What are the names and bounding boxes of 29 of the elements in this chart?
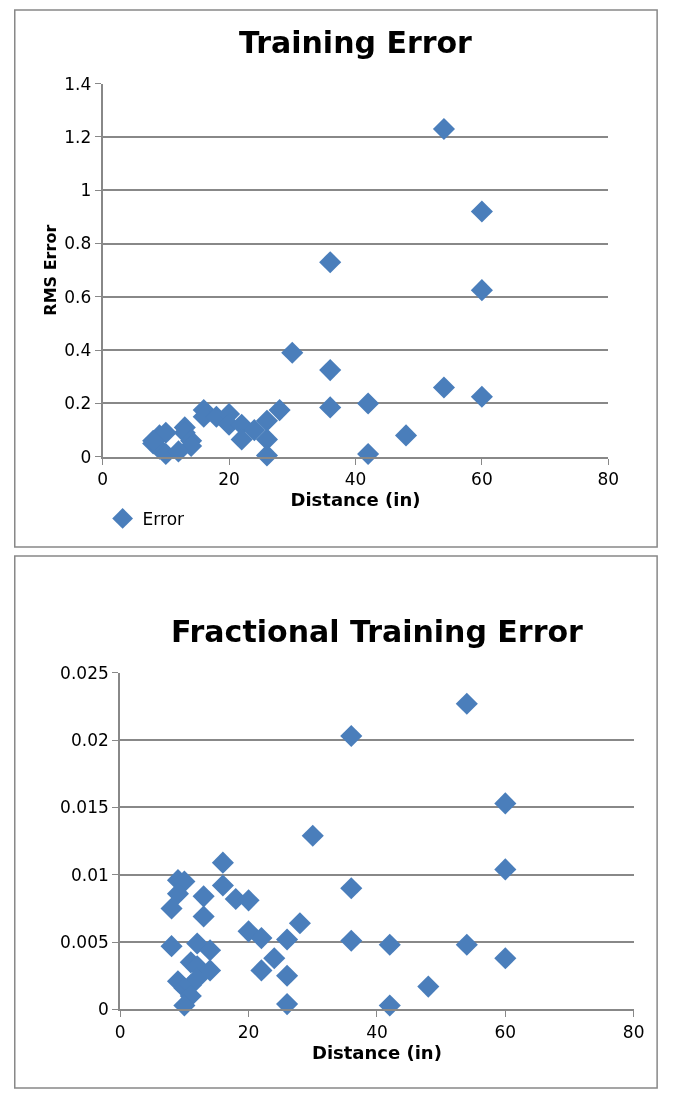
x-tick-label: 40 — [366, 1021, 388, 1042]
x-tick-label: 60 — [471, 469, 493, 490]
y-tick-label: 0.015 — [60, 797, 109, 818]
y-tick-label: 0.8 — [64, 233, 92, 254]
x-tick-label: 20 — [218, 469, 240, 490]
x-axis-title: Distance (in) — [290, 489, 421, 511]
x-tick-label: 80 — [597, 469, 620, 490]
y-tick-label: 0.6 — [64, 286, 92, 307]
y-tick-label: 0.01 — [70, 864, 109, 885]
y-tick-label: 1 — [80, 180, 92, 201]
x-tick-label: 20 — [237, 1021, 260, 1042]
legend-label: Error — [142, 509, 185, 530]
y-tick-label: 1.4 — [64, 73, 92, 94]
chart-title: Training Error — [239, 25, 473, 60]
x-tick-label: 80 — [622, 1021, 645, 1042]
x-axis-title: Distance (in) — [311, 1041, 442, 1063]
y-tick-label: 0.025 — [60, 662, 109, 683]
x-tick-label: 60 — [494, 1021, 517, 1042]
y-tick-label: 0.4 — [64, 340, 92, 361]
y-tick-label: 1.2 — [64, 126, 92, 147]
y-tick-label: 0.005 — [60, 932, 109, 953]
x-tick-label: 40 — [344, 469, 367, 490]
y-tick-label: 0 — [97, 999, 109, 1020]
x-tick-label: 0 — [114, 1021, 126, 1042]
y-tick-label: 0.2 — [64, 393, 92, 414]
y-tick-label: 0 — [80, 446, 92, 467]
y-axis-title: RMS Error — [40, 224, 60, 316]
y-tick-label: 0.02 — [70, 730, 109, 751]
chart-title: Fractional Training Error — [171, 614, 584, 649]
